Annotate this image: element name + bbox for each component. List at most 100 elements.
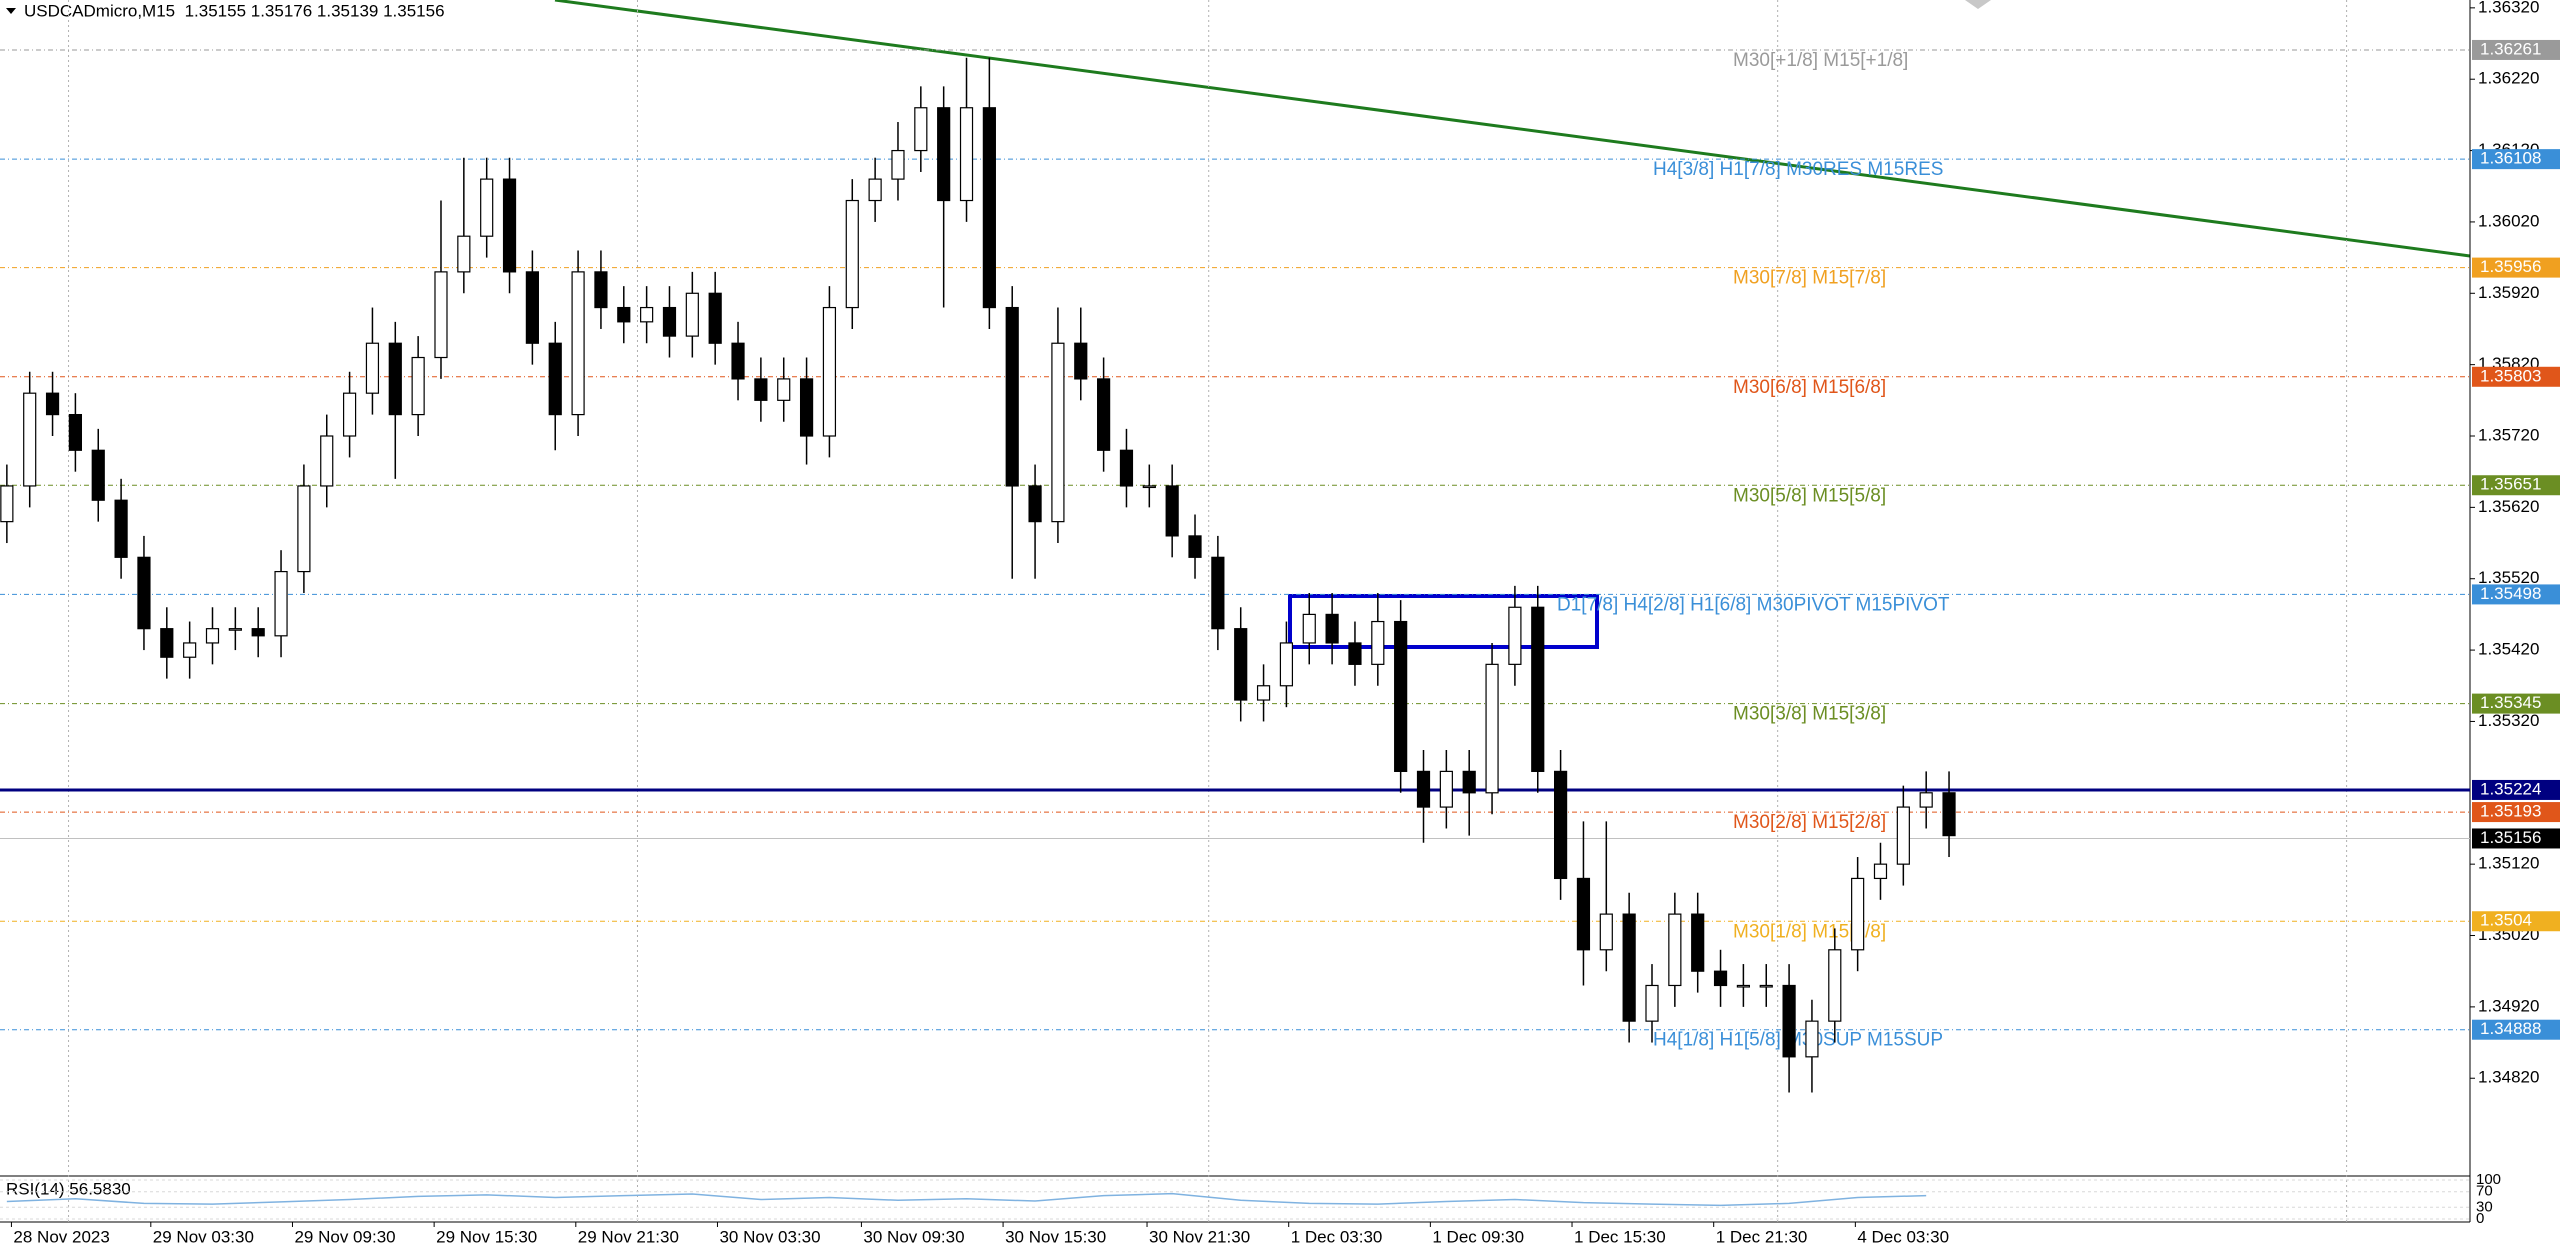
- price-tag: [2472, 911, 2560, 932]
- candle-body: [1371, 620, 1385, 665]
- x-tick-label: 4 Dec 03:30: [1857, 1227, 1949, 1246]
- candle-body: [571, 271, 585, 416]
- price-tag: [2472, 584, 2560, 605]
- candle-body: [342, 392, 357, 437]
- menu-triangle[interactable]: [6, 8, 16, 14]
- candle-body: [274, 570, 288, 637]
- x-tick-label: 29 Nov 15:30: [436, 1227, 537, 1246]
- price-tag-label: 1.35224: [2480, 779, 2541, 798]
- candle-body: [480, 178, 494, 237]
- price-tag: [2472, 779, 2560, 800]
- price-tag-label: 1.35956: [2480, 257, 2541, 276]
- candle-body: [1074, 342, 1088, 380]
- price-tag: [2472, 39, 2560, 60]
- marker: [1965, 0, 1991, 9]
- y-tick-label: 1.34820: [2478, 1068, 2539, 1087]
- x-tick-label: 29 Nov 03:30: [153, 1227, 254, 1246]
- price-tag-label: 1.3504: [2480, 911, 2532, 930]
- candle-body: [891, 149, 905, 180]
- candle-body: [1851, 877, 1865, 951]
- x-tick-label: 30 Nov 03:30: [719, 1227, 820, 1246]
- candle-body: [1919, 792, 1933, 808]
- price-tag-label: 1.36108: [2480, 149, 2541, 168]
- price-tag-label: 1.35498: [2480, 584, 2541, 603]
- candle-body: [457, 235, 471, 273]
- candle-body: [982, 107, 996, 309]
- price-tag-label: 1.35345: [2480, 693, 2541, 712]
- candle-body: [1576, 877, 1591, 951]
- candle-body: [1142, 485, 1156, 489]
- candle-body: [228, 628, 242, 631]
- level-text: M30[7/8] M15[7/8]: [1733, 268, 1886, 289]
- level-text: M30[6/8] M15[6/8]: [1733, 377, 1886, 398]
- level-text: M30[1/8] M15[1/8]: [1733, 921, 1886, 942]
- candle-body: [799, 378, 814, 437]
- candle-body: [502, 178, 517, 273]
- level-text: M30[2/8] M15[2/8]: [1733, 812, 1886, 833]
- candle-body: [0, 485, 14, 523]
- candle-body: [1759, 984, 1773, 988]
- candle-body: [1691, 913, 1705, 972]
- price-tag-label: 1.34888: [2480, 1019, 2541, 1038]
- y-tick-label: 1.35520: [2478, 568, 2539, 587]
- candle-body: [297, 485, 311, 573]
- price-tag: [2472, 257, 2560, 278]
- x-tick-label: 29 Nov 09:30: [294, 1227, 395, 1246]
- level-text: M30[5/8] M15[5/8]: [1733, 485, 1886, 506]
- candle-body: [1302, 613, 1316, 644]
- candle-body: [1645, 984, 1659, 1022]
- candle-body: [183, 642, 197, 658]
- candle-body: [388, 342, 402, 416]
- x-tick-label: 29 Nov 21:30: [578, 1227, 679, 1246]
- candle-body: [365, 342, 380, 394]
- x-tick-label: 30 Nov 15:30: [1005, 1227, 1106, 1246]
- candle-body: [1256, 685, 1271, 701]
- trend-line: [554, 0, 2471, 258]
- candle-body: [685, 292, 699, 337]
- candle-body: [548, 342, 562, 416]
- candle-body: [1782, 984, 1796, 1058]
- candle-body: [434, 271, 448, 359]
- candle-body: [411, 356, 425, 416]
- candle-body: [1416, 770, 1431, 808]
- candle-body: [1028, 485, 1042, 523]
- candle-body: [845, 199, 859, 309]
- price-tag-label: 1.35156: [2480, 828, 2541, 847]
- candle-body: [1805, 1020, 1819, 1058]
- candle-body: [45, 392, 60, 416]
- candle-body: [708, 292, 722, 344]
- candle-body: [1051, 342, 1065, 523]
- price-tag: [2472, 693, 2560, 714]
- candle-body: [1279, 642, 1294, 687]
- candle-body: [205, 628, 220, 644]
- x-tick-label: 1 Dec 09:30: [1432, 1227, 1524, 1246]
- candle-body: [640, 306, 654, 323]
- y-tick-label: 1.35720: [2478, 425, 2539, 444]
- candle-body: [1942, 792, 1956, 837]
- candle-body: [1462, 770, 1476, 794]
- y-tick-label: 1.35320: [2478, 711, 2539, 730]
- rsi-label: RSI(14) 56.5830: [6, 1179, 131, 1198]
- rsi-line: [6, 1192, 1927, 1207]
- price-tag-label: 1.35803: [2480, 366, 2541, 385]
- candle-body: [617, 306, 631, 323]
- price-tag-label: 1.36261: [2480, 39, 2541, 58]
- candle-body: [777, 378, 791, 401]
- candle-body: [1622, 913, 1636, 1022]
- candle-body: [320, 435, 334, 487]
- chart-header: USDCADmicro,M15 1.35155 1.35176 1.35139 …: [24, 1, 445, 20]
- y-tick-label: 1.35620: [2478, 497, 2539, 516]
- candle-body: [1439, 770, 1453, 808]
- candle-body: [868, 178, 882, 202]
- level-text: M30[+1/8] M15[+1/8]: [1733, 50, 1908, 71]
- price-tag: [2472, 1019, 2560, 1040]
- candle-body: [68, 413, 83, 451]
- candle-body: [1873, 863, 1888, 880]
- candle-body: [1234, 628, 1248, 701]
- candle-body: [731, 342, 745, 380]
- level-text: M30[3/8] M15[3/8]: [1733, 704, 1886, 725]
- candle-body: [1713, 970, 1728, 987]
- candle-body: [1211, 556, 1225, 630]
- x-tick-label: 1 Dec 21:30: [1716, 1227, 1808, 1246]
